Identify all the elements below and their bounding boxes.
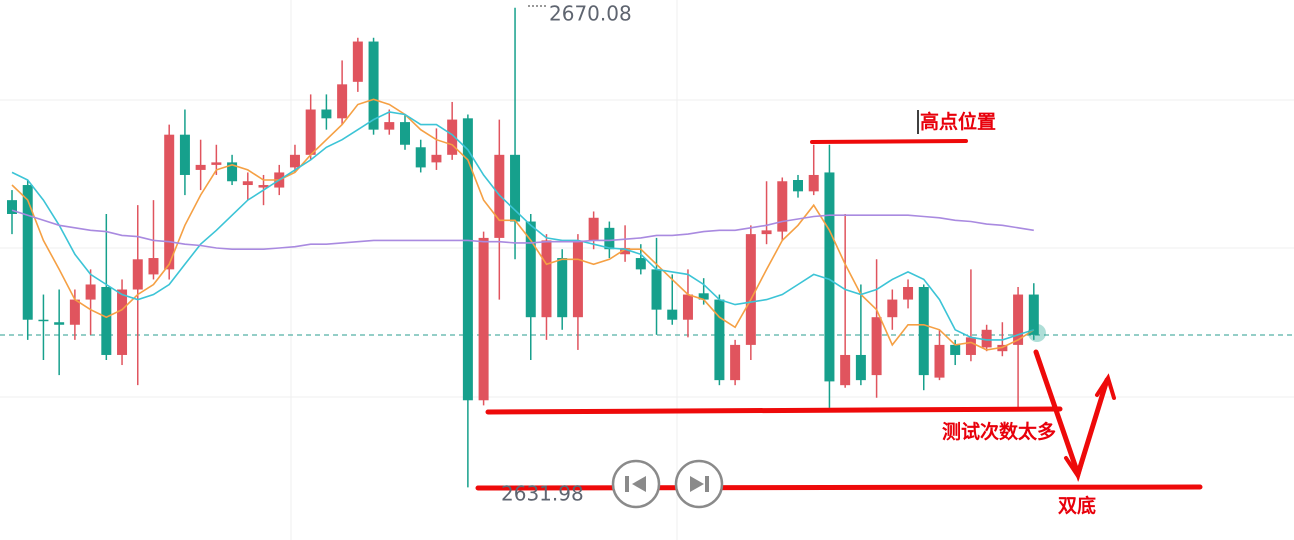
- candle-body: [132, 259, 143, 290]
- high-line: [810, 139, 968, 144]
- candle-body: [352, 41, 363, 82]
- candle-body: [981, 329, 992, 348]
- icon: [690, 476, 704, 492]
- candle-body: [478, 237, 489, 401]
- playback-prev[interactable]: [611, 459, 661, 509]
- candle-body: [871, 317, 882, 376]
- candle-body: [604, 227, 615, 250]
- candle-body: [887, 299, 898, 318]
- candle-body: [903, 286, 914, 300]
- annotation: 测试次数太多: [942, 420, 1056, 443]
- candle-body: [761, 230, 772, 235]
- annotation: 高点位置: [920, 110, 996, 133]
- candle-body: [1013, 294, 1024, 345]
- candle-body: [1028, 294, 1039, 335]
- double-bottom-arrow: [1033, 349, 1110, 483]
- candle-body: [934, 344, 945, 378]
- ma-line: [11, 98, 1035, 351]
- candle-body: [855, 354, 866, 381]
- candle-body: [368, 41, 379, 130]
- ma-line: [11, 209, 1034, 250]
- candle-body: [289, 154, 300, 168]
- candle-body: [148, 258, 159, 275]
- candle-body: [101, 286, 112, 355]
- candle-body: [965, 337, 976, 355]
- candle-body: [808, 174, 819, 192]
- candle-body: [227, 162, 238, 182]
- candle-body: [667, 309, 678, 320]
- last-point-glow: [1028, 324, 1046, 342]
- candle-body: [179, 134, 190, 175]
- candle-body: [400, 122, 410, 145]
- candle-body: [620, 247, 631, 255]
- arrow-head: [1064, 453, 1086, 481]
- icon: [632, 476, 646, 492]
- candle-body: [38, 319, 49, 322]
- candle-body: [525, 221, 536, 318]
- candle-body: [682, 294, 693, 320]
- bottom-line: [475, 484, 1203, 491]
- candle-body: [777, 181, 788, 232]
- candle-body: [258, 185, 269, 188]
- candle-body: [462, 118, 473, 401]
- candle-body: [918, 286, 929, 376]
- candle-body: [164, 134, 175, 270]
- candle-body: [415, 147, 426, 168]
- icon: [705, 476, 709, 492]
- candle-body: [211, 162, 222, 165]
- candle-body: [447, 119, 458, 155]
- candle-body: [494, 154, 505, 238]
- candle-body: [195, 164, 206, 170]
- icon: [625, 476, 629, 492]
- candle-body: [242, 181, 253, 186]
- low-label: 2631.98: [501, 482, 584, 506]
- candle-body: [651, 269, 662, 310]
- arrow-head: [1095, 373, 1116, 400]
- ma-line: [11, 111, 1035, 341]
- candle-body: [305, 109, 316, 155]
- candle-body: [69, 299, 80, 325]
- candle-body: [572, 240, 583, 318]
- candle-body: [117, 289, 128, 355]
- candle-body: [54, 322, 65, 325]
- candle-body: [635, 258, 646, 270]
- candle-body: [384, 122, 395, 130]
- playback-next[interactable]: [674, 459, 724, 509]
- candle-body: [541, 240, 552, 318]
- candle-body: [85, 284, 96, 300]
- candle-body: [730, 344, 741, 381]
- candle-body: [950, 344, 961, 355]
- candle-body: [431, 154, 442, 163]
- candle-body: [824, 172, 835, 382]
- candle-body: [745, 234, 756, 345]
- candle-body: [698, 293, 709, 300]
- candle-body: [557, 258, 568, 318]
- support-line: [485, 406, 1063, 415]
- candle-body: [510, 154, 521, 222]
- candle-body: [337, 84, 348, 119]
- candle-body: [793, 180, 803, 192]
- candle-body: [22, 185, 33, 320]
- candle-body: [840, 354, 851, 386]
- candle-body: [321, 109, 332, 119]
- candle-body: [714, 299, 725, 381]
- high-label: 2670.08: [549, 2, 632, 26]
- candle-body: [7, 200, 17, 214]
- annotation: 双底: [1058, 494, 1096, 517]
- annotation-strokes: [475, 139, 1203, 491]
- candle-body: [588, 217, 599, 241]
- plot: [7, 7, 1039, 488]
